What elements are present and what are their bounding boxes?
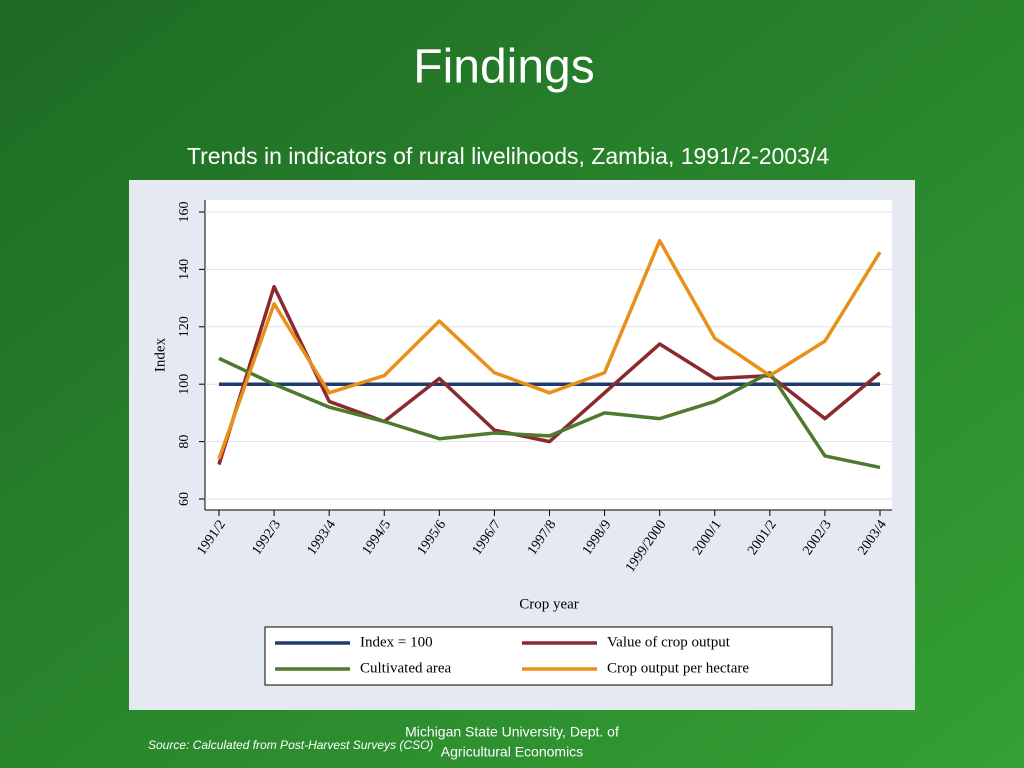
x-axis-label: Crop year <box>519 596 579 612</box>
y-tick-label: 160 <box>177 202 192 223</box>
footer: Michigan State University, Dept. of <box>405 724 619 740</box>
legend-label: Value of crop output <box>607 634 731 650</box>
y-tick-label: 80 <box>177 435 192 449</box>
y-tick-label: 60 <box>177 492 192 506</box>
legend-label: Index = 100 <box>360 634 433 650</box>
series-line <box>218 356 881 470</box>
plot-area <box>205 200 892 510</box>
source-note: Source: Calculated from Post-Harvest Sur… <box>148 738 433 752</box>
y-tick-label: 120 <box>177 316 192 337</box>
y-axis-label: Index <box>152 337 168 372</box>
legend-label: Cultivated area <box>360 660 452 676</box>
legend <box>264 626 833 686</box>
footer: Agricultural Economics <box>441 744 583 760</box>
slide-title: Findings <box>413 41 594 94</box>
chart-title: Trends in indicators of rural livelihood… <box>187 143 829 169</box>
y-tick-label: 140 <box>177 259 192 280</box>
series-line <box>217 238 882 460</box>
legend-label: Crop output per hectare <box>607 660 749 676</box>
y-tick-label: 100 <box>177 374 192 395</box>
